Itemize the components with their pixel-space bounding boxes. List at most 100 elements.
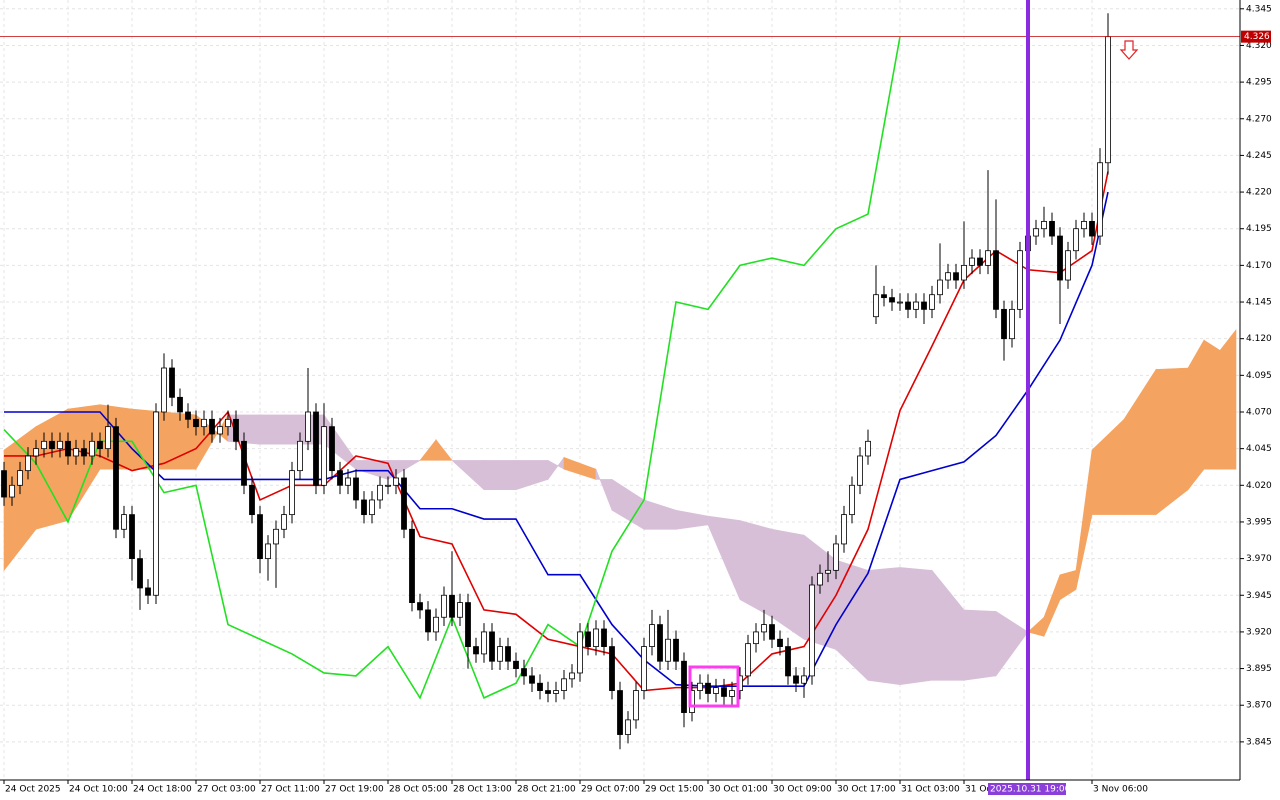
x-tick-label: 28 Oct 13:00 bbox=[453, 785, 512, 795]
cloud-segment bbox=[867, 567, 901, 686]
candle-body bbox=[441, 594, 447, 618]
candle-body bbox=[489, 631, 495, 662]
price-label-box bbox=[1241, 30, 1271, 43]
candle-body bbox=[529, 675, 535, 684]
candle-body bbox=[409, 528, 415, 603]
candle-body bbox=[993, 250, 999, 310]
candle-body bbox=[569, 672, 575, 680]
y-tick-label: 4.320 bbox=[1246, 41, 1272, 51]
candle-body bbox=[169, 367, 175, 398]
price-label: 4.326 bbox=[1244, 32, 1270, 42]
candle-body bbox=[481, 631, 487, 655]
cloud-segment bbox=[1219, 329, 1237, 470]
candle-body bbox=[17, 470, 23, 486]
candle-body bbox=[1073, 228, 1079, 252]
candle-body bbox=[873, 294, 879, 318]
candle-body bbox=[73, 448, 79, 457]
candle-body bbox=[177, 396, 183, 413]
candle-body bbox=[113, 426, 119, 530]
candle-body bbox=[865, 440, 871, 457]
candle-body bbox=[713, 687, 719, 694]
candle-body bbox=[521, 668, 527, 677]
candle-body bbox=[97, 440, 103, 450]
y-tick-label: 3.995 bbox=[1246, 517, 1272, 527]
indicator-line bbox=[4, 171, 1109, 692]
x-tick-label: 27 Oct 11:00 bbox=[261, 785, 320, 795]
candle-body bbox=[761, 624, 767, 633]
candle-body bbox=[249, 484, 255, 516]
candle-body bbox=[1009, 308, 1015, 340]
candle-body bbox=[417, 602, 423, 611]
candle-body bbox=[649, 624, 655, 647]
candle-body bbox=[209, 418, 215, 435]
y-tick-label: 4.120 bbox=[1246, 334, 1272, 344]
candle-body bbox=[265, 543, 271, 560]
candle-body bbox=[1049, 220, 1055, 237]
y-tick-label: 4.145 bbox=[1246, 298, 1272, 308]
candle-body bbox=[321, 426, 327, 486]
candle-body bbox=[769, 624, 775, 640]
candle-body bbox=[329, 426, 335, 472]
candle-body bbox=[753, 631, 759, 645]
candle-body bbox=[697, 682, 703, 691]
sell-arrow bbox=[1119, 40, 1139, 60]
candle-body bbox=[833, 543, 839, 571]
cloud-segment bbox=[35, 408, 69, 530]
candle-body bbox=[377, 484, 383, 501]
candle-body bbox=[433, 616, 439, 633]
candle-body bbox=[841, 514, 847, 545]
x-tick-label: 24 Oct 18:00 bbox=[133, 785, 192, 795]
candle-body bbox=[785, 646, 791, 677]
cloud-segment bbox=[483, 460, 517, 490]
candle-body bbox=[89, 440, 95, 457]
cloud-segment bbox=[1203, 339, 1221, 470]
x-tick-label: 24 Oct 2025 bbox=[5, 785, 61, 795]
candle-body bbox=[1097, 162, 1103, 237]
y-tick-label: 4.220 bbox=[1246, 188, 1272, 198]
candle-body bbox=[505, 646, 511, 662]
candle-body bbox=[1065, 250, 1071, 281]
indicator-line bbox=[4, 191, 1109, 687]
candle-body bbox=[41, 440, 47, 450]
candle-body bbox=[1041, 220, 1047, 230]
candle-body bbox=[593, 628, 599, 647]
candle-body bbox=[273, 528, 279, 545]
candle-body bbox=[705, 682, 711, 694]
x-tick-label: 31 Oct 03:00 bbox=[901, 785, 960, 795]
candle-body bbox=[729, 690, 735, 697]
candle-body bbox=[561, 678, 567, 691]
candle-body bbox=[449, 594, 455, 618]
candle-body bbox=[953, 272, 959, 281]
y-tick-label: 4.270 bbox=[1246, 114, 1272, 124]
candle-body bbox=[361, 499, 367, 516]
time-marker-label: 2025.10.31 19:00 bbox=[990, 785, 1071, 795]
y-tick-label: 4.170 bbox=[1246, 261, 1272, 271]
cloud-segment bbox=[435, 438, 453, 461]
candle-body bbox=[665, 638, 671, 662]
candle-body bbox=[233, 418, 239, 442]
x-tick-label: 3 Nov 06:00 bbox=[1093, 785, 1148, 795]
candle-body bbox=[297, 440, 303, 472]
x-tick-label: 30 Oct 01:00 bbox=[709, 785, 768, 795]
candle-body bbox=[225, 418, 231, 428]
candle-body bbox=[185, 411, 191, 420]
candle-body bbox=[257, 514, 263, 560]
y-tick-label: 4.045 bbox=[1246, 444, 1272, 454]
x-tick-label: 24 Oct 10:00 bbox=[69, 785, 128, 795]
y-tick-label: 3.970 bbox=[1246, 554, 1272, 564]
candle-body bbox=[465, 602, 471, 647]
candle-body bbox=[929, 294, 935, 310]
candle-body bbox=[25, 455, 31, 472]
y-tick-label: 3.870 bbox=[1246, 701, 1272, 711]
candle-body bbox=[393, 477, 399, 486]
candle-body bbox=[793, 675, 799, 684]
candle-body bbox=[313, 411, 319, 486]
candle-body bbox=[281, 514, 287, 530]
candle-body bbox=[513, 660, 519, 669]
y-tick-label: 4.295 bbox=[1246, 78, 1272, 88]
cloud-segment bbox=[995, 610, 1029, 677]
x-tick-label: 27 Oct 19:00 bbox=[325, 785, 384, 795]
candle-body bbox=[57, 440, 63, 450]
x-tick-label: 28 Oct 21:00 bbox=[517, 785, 576, 795]
